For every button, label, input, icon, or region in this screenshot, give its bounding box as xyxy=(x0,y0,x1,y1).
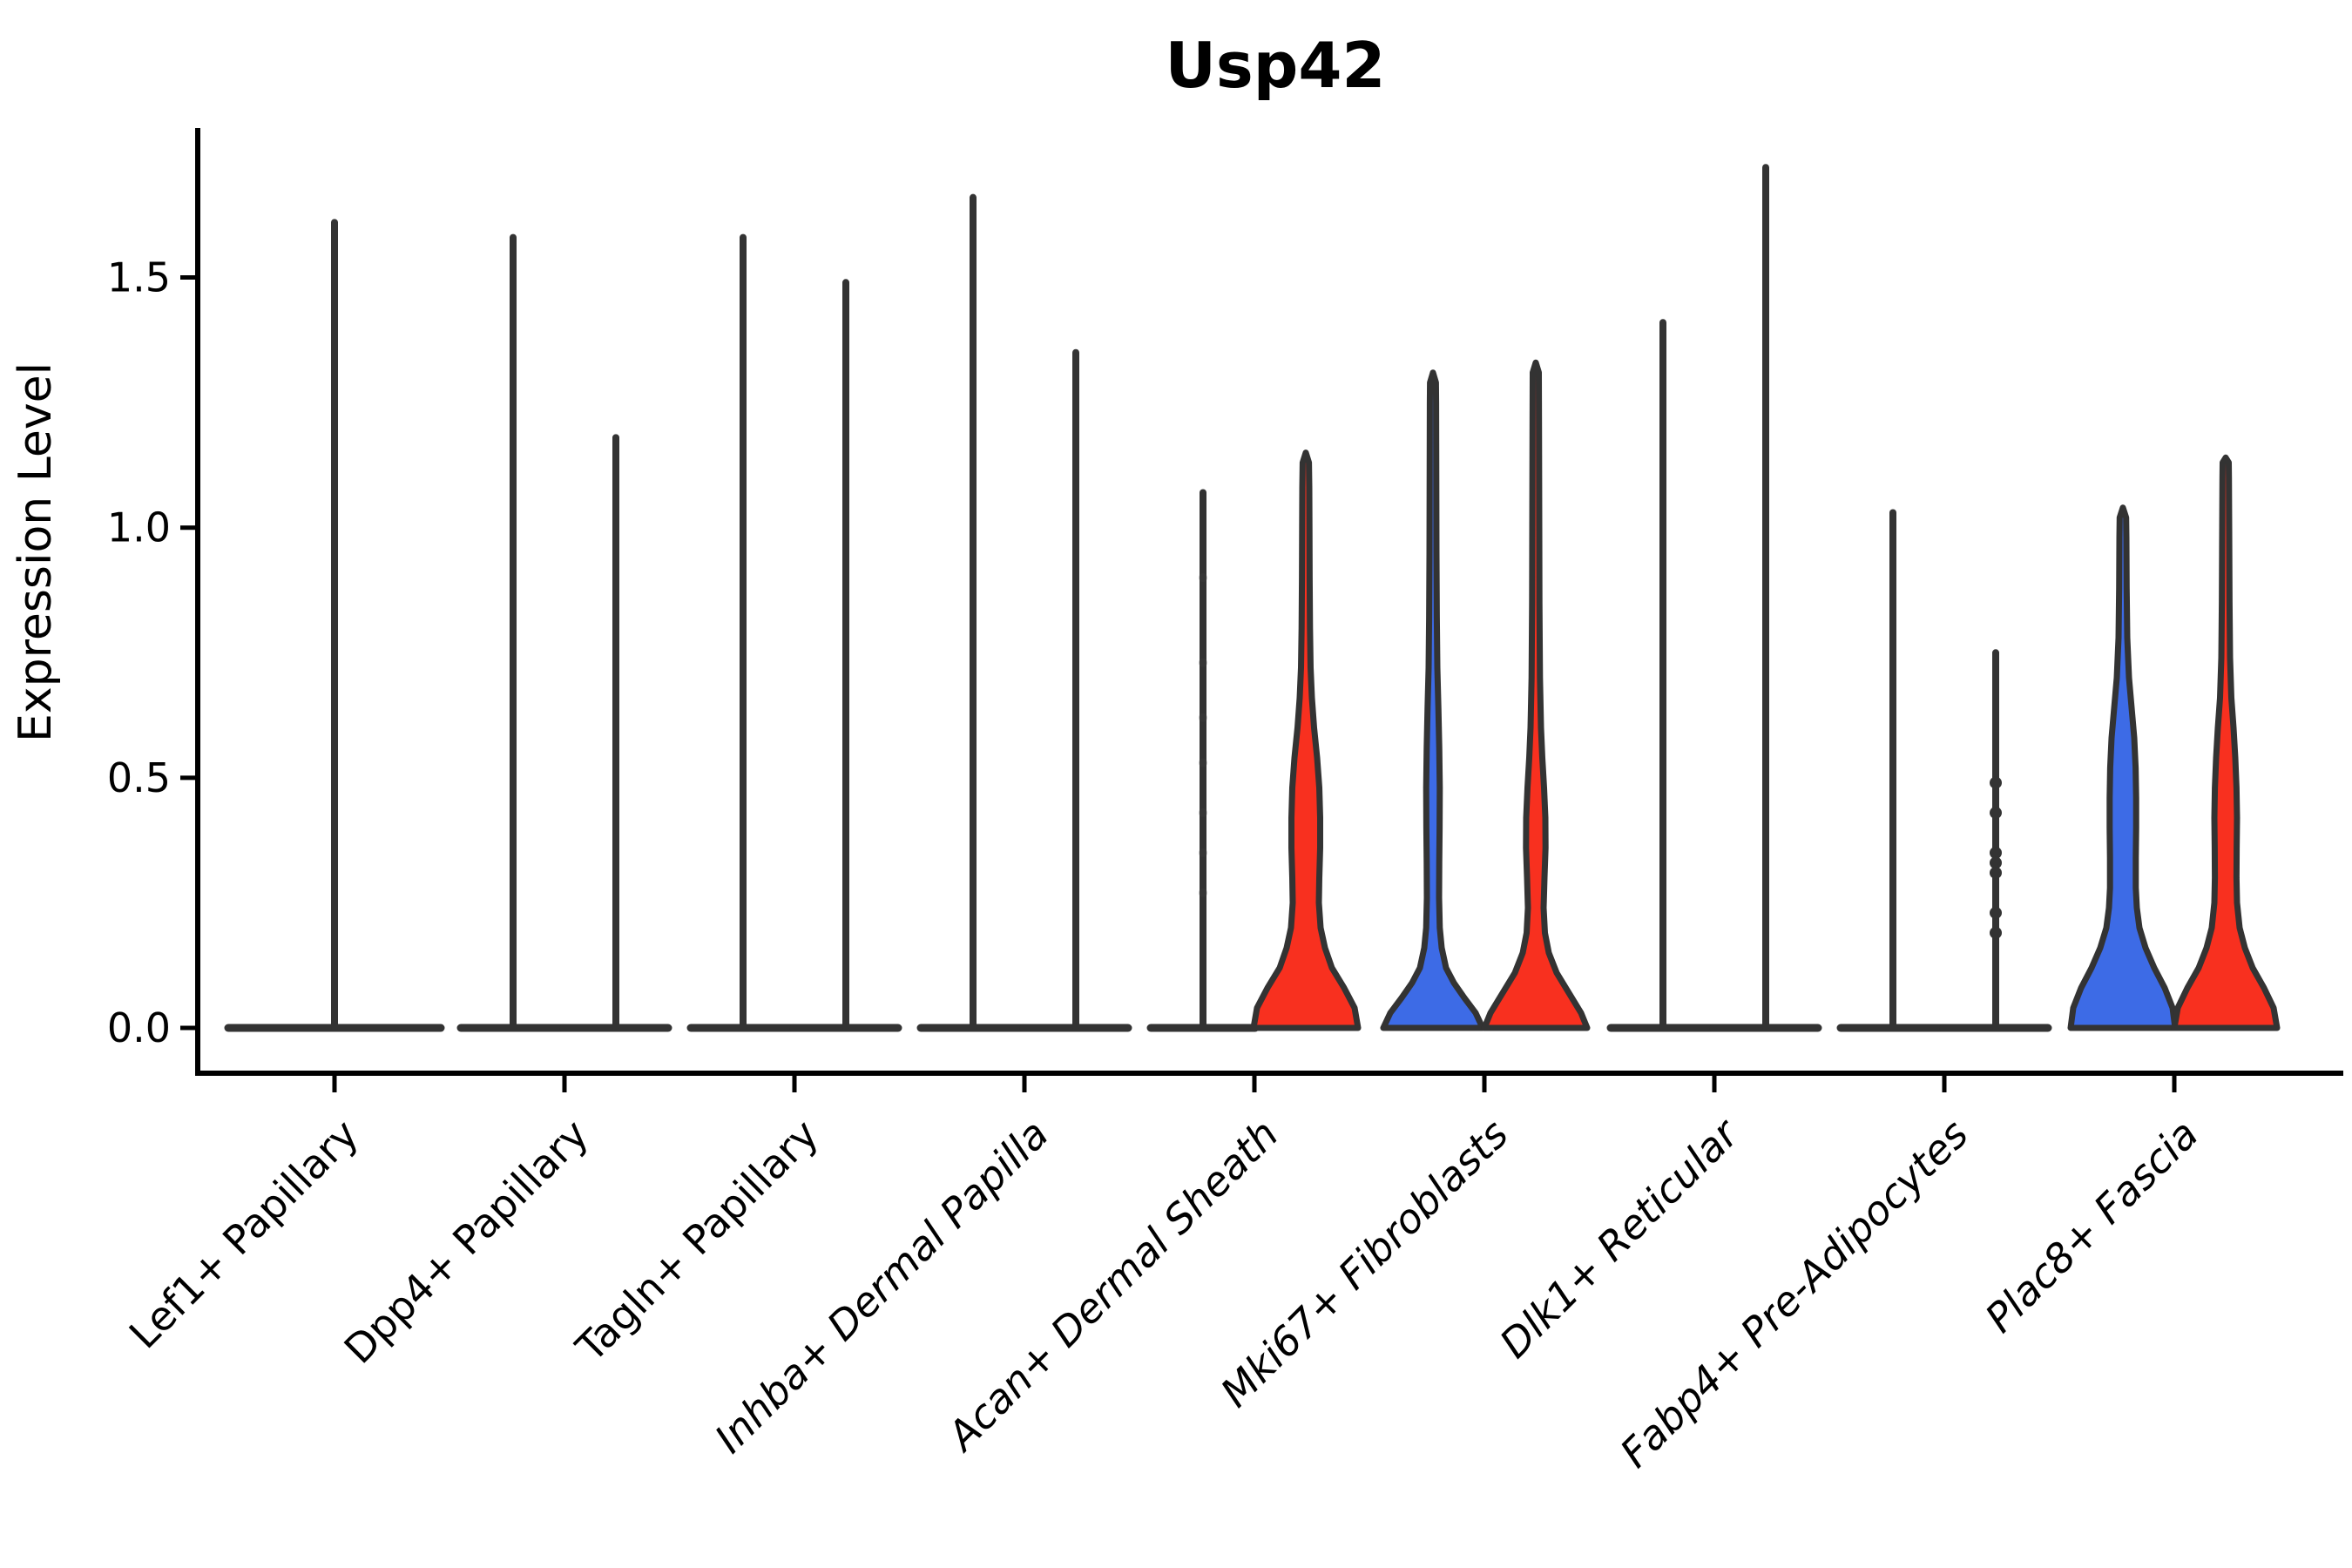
x-tick-label: Plac8+ Fascia xyxy=(1976,1111,2207,1342)
outlier-dot xyxy=(1199,808,1207,818)
outlier-dot xyxy=(1199,848,1207,857)
outlier-dot xyxy=(1990,776,2002,789)
outlier-dot xyxy=(1199,713,1207,722)
violins xyxy=(224,164,2281,1032)
x-tick-label: Lef1+ Papillary xyxy=(120,1111,368,1358)
violin-red xyxy=(2171,454,2281,1031)
violin-red xyxy=(1481,359,1591,1031)
plot-title: Usp42 xyxy=(1165,29,1385,102)
outlier-dot xyxy=(1199,758,1207,767)
y-tick-label: 0.0 xyxy=(107,1004,171,1051)
x-tick-label: Dlk1+ Reticular xyxy=(1490,1108,1749,1367)
outlier-dot xyxy=(1990,807,2002,820)
outlier-dot xyxy=(1990,906,2002,919)
y-axis-label: Expression Level xyxy=(10,362,62,742)
violin-red xyxy=(1250,449,1362,1031)
violin-blue xyxy=(1380,369,1486,1031)
outlier-dot xyxy=(1199,888,1207,897)
y-tick-label: 1.0 xyxy=(107,504,171,551)
outlier-dot xyxy=(1990,856,2002,869)
outlier-dot xyxy=(1199,658,1207,667)
outlier-dot xyxy=(1199,573,1207,583)
x-tick-label: Tagln+ Papillary xyxy=(566,1111,828,1372)
y-tick-label: 0.5 xyxy=(107,754,171,801)
outlier-dot xyxy=(1990,926,2002,939)
y-tick-label: 1.5 xyxy=(107,254,171,301)
x-tick-label: Dpp4+ Papillary xyxy=(335,1111,598,1373)
outlier-dot xyxy=(1990,846,2002,859)
outlier-dot xyxy=(1990,866,2002,879)
violin-blue xyxy=(2067,504,2179,1031)
